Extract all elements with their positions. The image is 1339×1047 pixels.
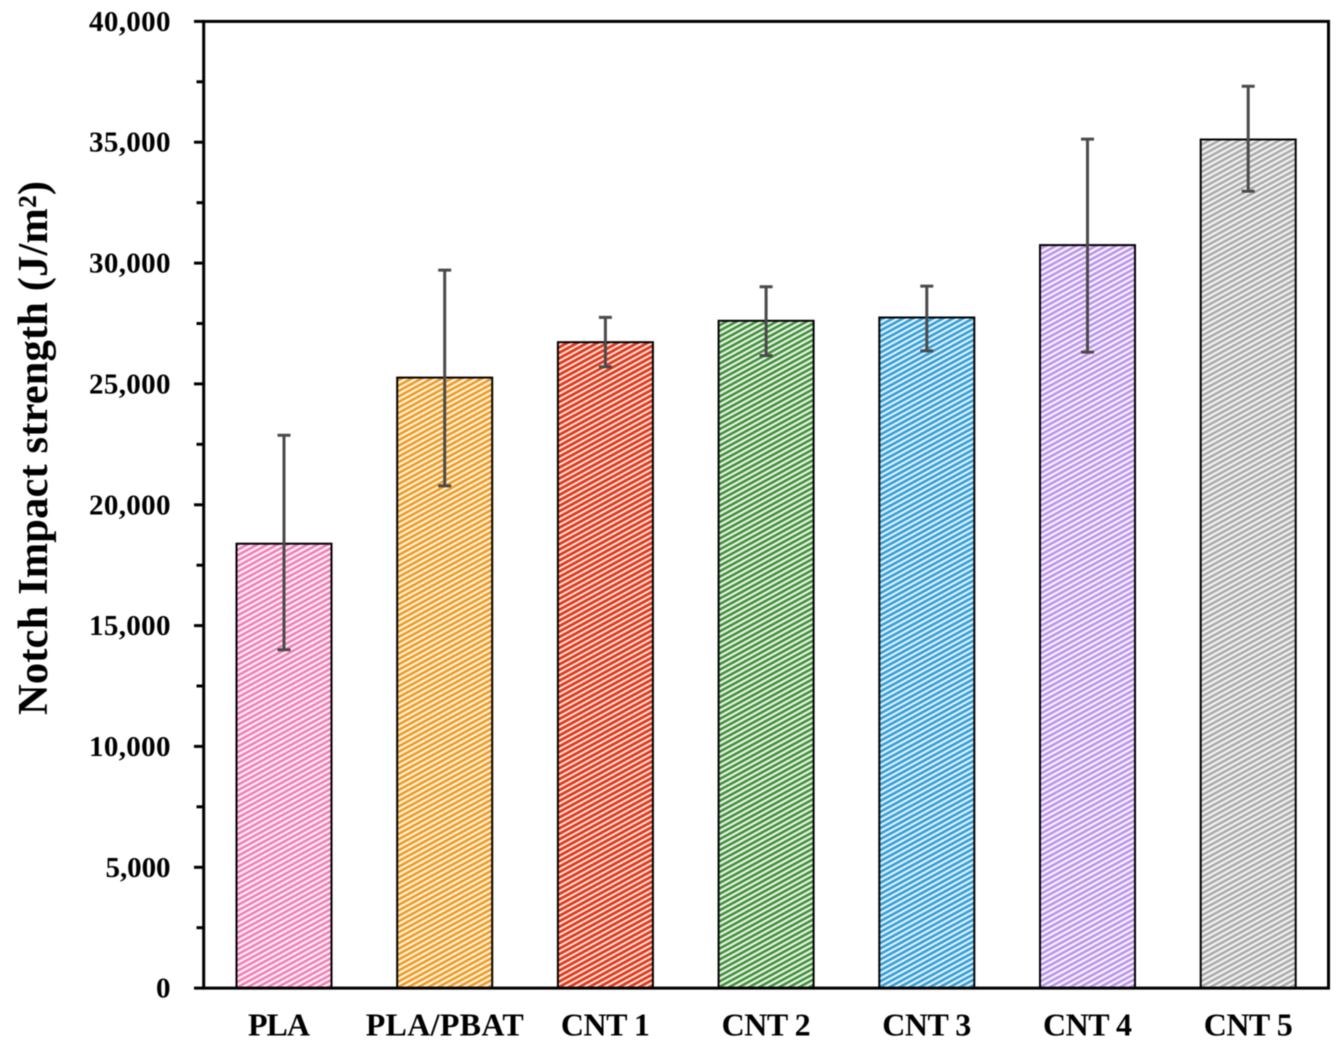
svg-text:Notch Impact strength (J/m²): Notch Impact strength (J/m²)	[10, 181, 57, 715]
svg-text:0: 0	[156, 973, 171, 1005]
svg-text:30,000: 30,000	[89, 248, 171, 280]
svg-text:10,000: 10,000	[89, 731, 171, 763]
svg-text:CNT 1: CNT 1	[561, 1006, 650, 1042]
svg-text:CNT 4: CNT 4	[1043, 1006, 1132, 1042]
svg-text:40,000: 40,000	[89, 6, 171, 38]
svg-text:PLA/PBAT: PLA/PBAT	[366, 1006, 524, 1042]
svg-text:25,000: 25,000	[89, 368, 171, 400]
svg-text:CNT 5: CNT 5	[1204, 1006, 1293, 1042]
svg-text:PLA: PLA	[248, 1006, 310, 1042]
svg-text:35,000: 35,000	[89, 127, 171, 159]
svg-text:15,000: 15,000	[89, 610, 171, 642]
svg-text:CNT 2: CNT 2	[722, 1006, 811, 1042]
svg-text:5,000: 5,000	[106, 852, 171, 884]
svg-text:CNT 3: CNT 3	[882, 1006, 971, 1042]
svg-text:20,000: 20,000	[89, 489, 171, 521]
